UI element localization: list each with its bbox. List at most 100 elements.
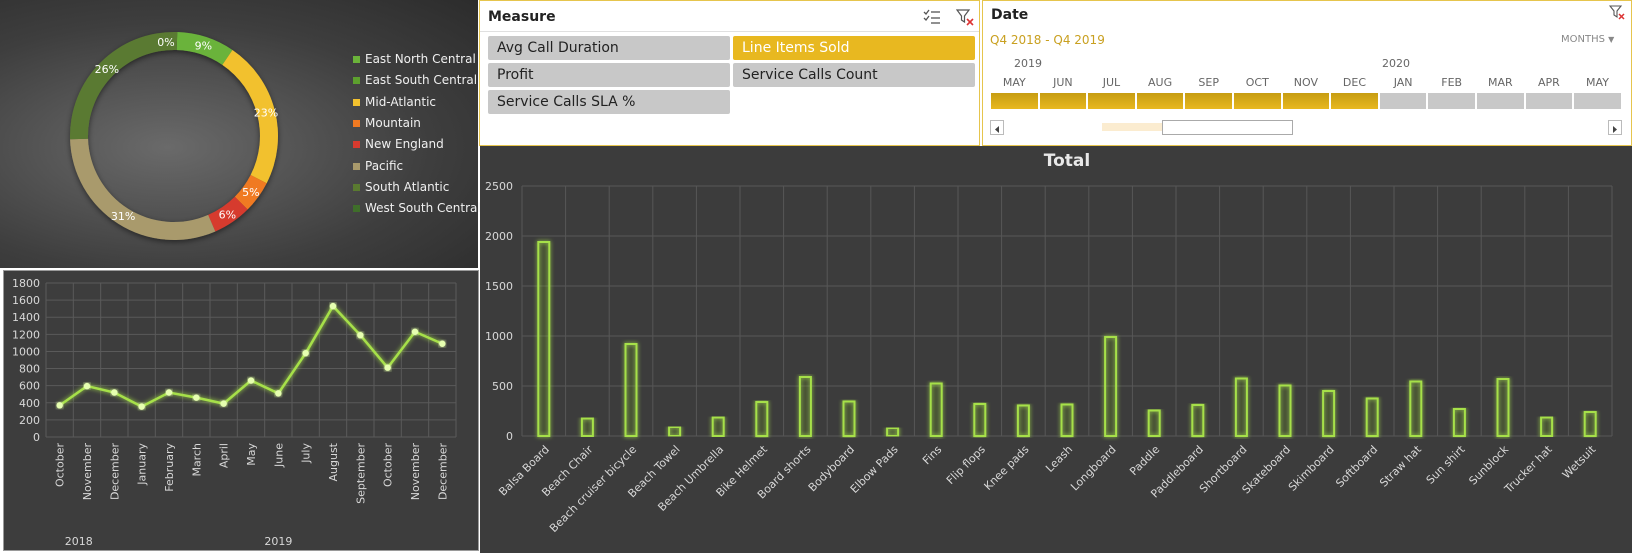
legend-swatch xyxy=(353,205,360,213)
x-tick-label: Fins xyxy=(920,443,944,467)
measure-slicer: Measure Avg Call Duration Line Items Sol… xyxy=(479,0,980,146)
x-tick-label: Beach cruiser bicycle xyxy=(547,443,639,535)
donut-slice-mountain xyxy=(234,175,267,210)
timeline-month-cell[interactable] xyxy=(991,93,1038,109)
clear-filter-icon[interactable] xyxy=(955,8,974,30)
legend-label: West South Central xyxy=(365,201,481,216)
timeline-month-cell[interactable] xyxy=(1574,93,1621,109)
timeline-month-cell[interactable] xyxy=(1185,93,1232,109)
multi-select-icon[interactable] xyxy=(923,9,941,29)
scroll-left-button[interactable] xyxy=(990,120,1004,135)
clear-filter-icon[interactable] xyxy=(1608,5,1625,25)
timeline-month-cell[interactable] xyxy=(1234,93,1281,109)
y-tick-label: 1200 xyxy=(12,328,40,341)
x-tick-label: Skimboard xyxy=(1286,443,1337,494)
legend-swatch xyxy=(353,162,360,170)
measure-slicer-title: Measure xyxy=(488,9,556,25)
line-point xyxy=(439,340,446,347)
donut-data-label: 6% xyxy=(219,209,236,222)
x-tick-label: March xyxy=(190,443,203,477)
bar xyxy=(1147,409,1161,437)
timeline-month-cell[interactable] xyxy=(1477,93,1524,109)
x-tick-label: Sun shirt xyxy=(1424,442,1468,486)
year-label: 2019 xyxy=(264,535,292,548)
y-tick-label: 1400 xyxy=(12,311,40,324)
x-tick-label: Leash xyxy=(1043,443,1075,475)
x-tick-label: October xyxy=(54,443,67,487)
x-tick-label: February xyxy=(163,443,176,492)
timeline-month-cell[interactable] xyxy=(1331,93,1378,109)
timeline-month-cell[interactable] xyxy=(1525,93,1573,109)
y-tick-label: 0 xyxy=(506,430,513,443)
time-level-label: MONTHS xyxy=(1561,34,1605,45)
bar xyxy=(1365,397,1379,437)
x-tick-label: November xyxy=(81,443,94,501)
bar xyxy=(842,400,856,437)
legend-item: Mountain xyxy=(353,116,421,130)
timeline-year-label: 2020 xyxy=(1382,57,1410,70)
line-point xyxy=(275,390,282,397)
scroll-right-button[interactable] xyxy=(1608,120,1622,135)
y-tick-label: 1600 xyxy=(12,294,40,307)
x-tick-label: May xyxy=(245,443,258,466)
donut-data-label: 23% xyxy=(254,106,278,119)
donut-ring xyxy=(69,32,278,241)
measure-service-calls-count[interactable]: Service Calls Count xyxy=(733,63,975,87)
line-gridlines xyxy=(45,282,457,438)
bar xyxy=(755,401,769,437)
legend-label: South Atlantic xyxy=(365,179,450,194)
measure-avg-call-duration[interactable]: Avg Call Duration xyxy=(488,36,730,60)
timeline-month-cell[interactable] xyxy=(1282,93,1330,109)
bar xyxy=(886,427,900,437)
bar xyxy=(1496,378,1510,437)
bar xyxy=(1409,380,1423,437)
donut-data-label: 26% xyxy=(95,63,119,76)
timeline-month-cell[interactable] xyxy=(1136,93,1184,109)
bar xyxy=(1452,408,1466,437)
legend-swatch xyxy=(353,119,360,127)
timeline-month-label: JAN xyxy=(1393,76,1413,89)
timeline-month-cell[interactable] xyxy=(1039,93,1087,109)
line-point xyxy=(111,389,118,396)
y-tick-label: 0 xyxy=(33,431,40,444)
measure-line-items-sold[interactable]: Line Items Sold xyxy=(733,36,975,60)
year-label: 2018 xyxy=(65,535,93,548)
line-point xyxy=(165,389,173,396)
measure-profit[interactable]: Profit xyxy=(488,63,730,87)
bar xyxy=(711,416,725,437)
timeline-scrollbar-thumb[interactable] xyxy=(1162,120,1293,135)
timeline-month-cell[interactable] xyxy=(1088,93,1135,109)
timeline-month-label: MAR xyxy=(1487,76,1513,89)
bar-chart-panel: Total 0 500 1000 1500 2000 2500 Balsa Board Beac… xyxy=(480,146,1632,553)
timeline-month-cell[interactable] xyxy=(1379,93,1427,109)
bar-chart-title: Total xyxy=(1044,151,1090,171)
x-tick-label: Straw hat xyxy=(1377,442,1424,489)
x-tick-label: Softboard xyxy=(1333,443,1380,490)
measure-service-calls-sla[interactable]: Service Calls SLA % xyxy=(488,90,730,114)
y-tick-label: 200 xyxy=(19,414,40,427)
chevron-down-icon: ▼ xyxy=(1608,35,1615,44)
x-tick-label: Longboard xyxy=(1068,443,1118,493)
legend-item: New England xyxy=(353,137,444,151)
timeline-month-cell[interactable] xyxy=(1428,93,1475,109)
line-point xyxy=(247,377,255,384)
timeline-month-label: SEP xyxy=(1198,76,1219,89)
y-tick-label: 500 xyxy=(492,380,513,393)
timeline-month-label: JUN xyxy=(1053,76,1073,89)
bar xyxy=(1060,403,1074,437)
donut-chart: 9% 23% 5% 6% 31% 26% 0% xyxy=(69,32,278,241)
line-point xyxy=(302,349,309,357)
timeline-year-label: 2019 xyxy=(1014,57,1042,70)
measure-slicer-divider xyxy=(480,31,979,32)
legend-item: South Atlantic xyxy=(353,180,449,194)
x-tick-label: Elbow Pads xyxy=(848,443,901,496)
donut-slice-pacific xyxy=(70,138,216,241)
timeline-area[interactable]: 2019 2020 MAY JUN JUL AUG SEP OCT NOV DEC JAN FEB MA… xyxy=(990,53,1630,113)
legend-item: West South Central xyxy=(353,201,481,215)
time-level-dropdown[interactable]: MONTHS ▼ xyxy=(1561,34,1614,45)
bar xyxy=(668,426,682,437)
bar xyxy=(798,376,812,437)
legend-swatch xyxy=(353,183,360,191)
donut-slice-new-england xyxy=(208,196,248,232)
